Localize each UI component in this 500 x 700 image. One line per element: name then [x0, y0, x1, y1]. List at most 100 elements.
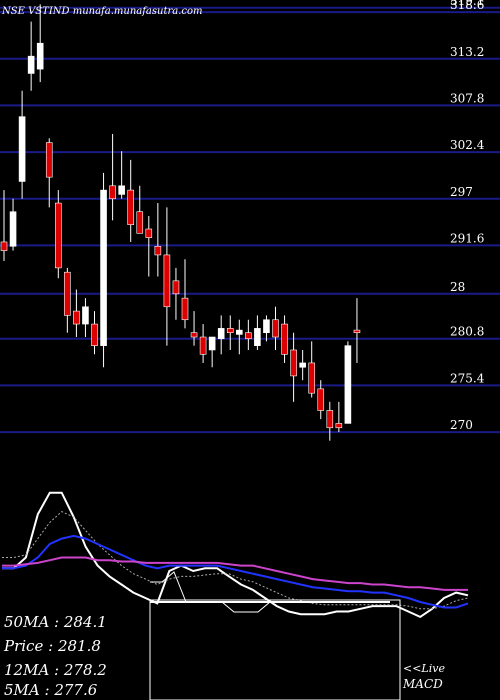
candle-body — [73, 310, 80, 325]
macd-label: MACD — [402, 677, 443, 691]
price-axis-label: 28 — [450, 280, 465, 294]
macd-panel — [150, 571, 390, 613]
candle — [18, 90, 26, 199]
price-axis-label: 270 — [450, 418, 473, 432]
candle-body — [263, 319, 270, 333]
candle-body — [154, 245, 162, 256]
candle-body — [272, 319, 279, 338]
candle-body — [9, 211, 17, 247]
candle-body — [317, 388, 325, 411]
candle — [172, 267, 180, 320]
candle — [9, 198, 17, 251]
candle — [54, 190, 62, 279]
candle — [335, 401, 343, 433]
candle-body — [91, 323, 98, 346]
candlesticks — [0, 4, 361, 441]
candle-body — [226, 328, 234, 333]
candle — [45, 138, 53, 208]
candle-body — [172, 280, 180, 295]
candle — [64, 267, 71, 333]
price-axis-label: 302.4 — [450, 138, 485, 152]
candle — [317, 380, 325, 420]
candle — [217, 315, 225, 355]
candle-body — [190, 332, 198, 338]
candle-body — [181, 297, 189, 321]
price-axis-label: 307.8 — [450, 91, 484, 105]
indicator-panel — [2, 491, 469, 619]
candle — [245, 319, 252, 350]
candle — [109, 133, 116, 221]
candle — [299, 349, 306, 381]
candle-body — [281, 323, 288, 355]
candle — [208, 336, 216, 368]
candle-body — [290, 349, 297, 377]
candle-body — [236, 329, 243, 335]
macd-line — [150, 571, 390, 613]
candle-body — [45, 142, 53, 178]
indicator-line — [2, 556, 468, 591]
candle — [145, 216, 153, 277]
candle-body — [0, 241, 8, 251]
indicator-line — [2, 534, 469, 609]
symbol-label: NSE VSTIND munafa.munafasutra.com — [1, 6, 203, 17]
candle-body — [64, 271, 71, 316]
candle — [226, 315, 234, 350]
candle — [136, 185, 144, 234]
candle — [82, 298, 89, 338]
indicator-line — [2, 491, 469, 619]
candle — [154, 203, 162, 277]
stat-price: Price : 281.8 — [3, 637, 101, 655]
price-axis-label: 319.1 — [450, 0, 484, 8]
candle-body — [36, 42, 44, 70]
price-axis-label: 297 — [450, 185, 473, 199]
stat-12ma: 12MA : 278.2 — [4, 661, 107, 679]
macd-box — [149, 599, 401, 700]
candle — [27, 21, 35, 91]
candle-body — [118, 185, 125, 195]
candle-body — [54, 202, 62, 269]
candle-body — [163, 254, 171, 308]
candle — [118, 151, 125, 199]
candle-body — [18, 116, 26, 182]
live-label: <<Live — [403, 662, 445, 675]
stat-50ma: 50MA : 284.1 — [4, 613, 107, 631]
candle-body — [245, 332, 252, 340]
candle — [100, 172, 107, 368]
candle-body — [308, 362, 316, 394]
candle — [263, 315, 270, 342]
candle — [326, 401, 334, 441]
price-gridlines — [0, 6, 500, 434]
candle-body — [299, 362, 306, 368]
candle — [163, 207, 171, 346]
candle-body — [145, 228, 153, 238]
candle — [0, 190, 8, 261]
price-axis-label: 275.4 — [450, 371, 485, 385]
candle — [308, 341, 316, 398]
price-axis-label: 291.6 — [450, 231, 484, 245]
price-axis-label: 280.8 — [450, 325, 484, 339]
candle — [199, 324, 207, 363]
candle — [73, 289, 80, 338]
candle — [353, 298, 361, 363]
candle-body — [335, 423, 343, 429]
candle-body — [100, 189, 107, 346]
candle-body — [254, 328, 261, 346]
price-axis-label: 318.6 — [450, 0, 484, 12]
candle — [36, 4, 44, 83]
candle — [190, 311, 198, 346]
candle — [290, 332, 297, 402]
candle-body — [127, 189, 134, 225]
candle — [344, 341, 352, 424]
stat-5ma: 5MA : 277.6 — [4, 681, 98, 699]
candle-body — [344, 345, 352, 424]
candle — [181, 259, 189, 329]
candle-body — [199, 336, 207, 355]
candle-body — [27, 55, 35, 74]
candle — [272, 306, 279, 350]
stats-panel: 50MA : 284.1 Price : 281.8 12MA : 278.2 … — [3, 613, 107, 699]
candle — [254, 315, 261, 350]
candle-body — [217, 328, 225, 340]
candle-body — [326, 410, 334, 429]
candle-body — [82, 306, 89, 325]
